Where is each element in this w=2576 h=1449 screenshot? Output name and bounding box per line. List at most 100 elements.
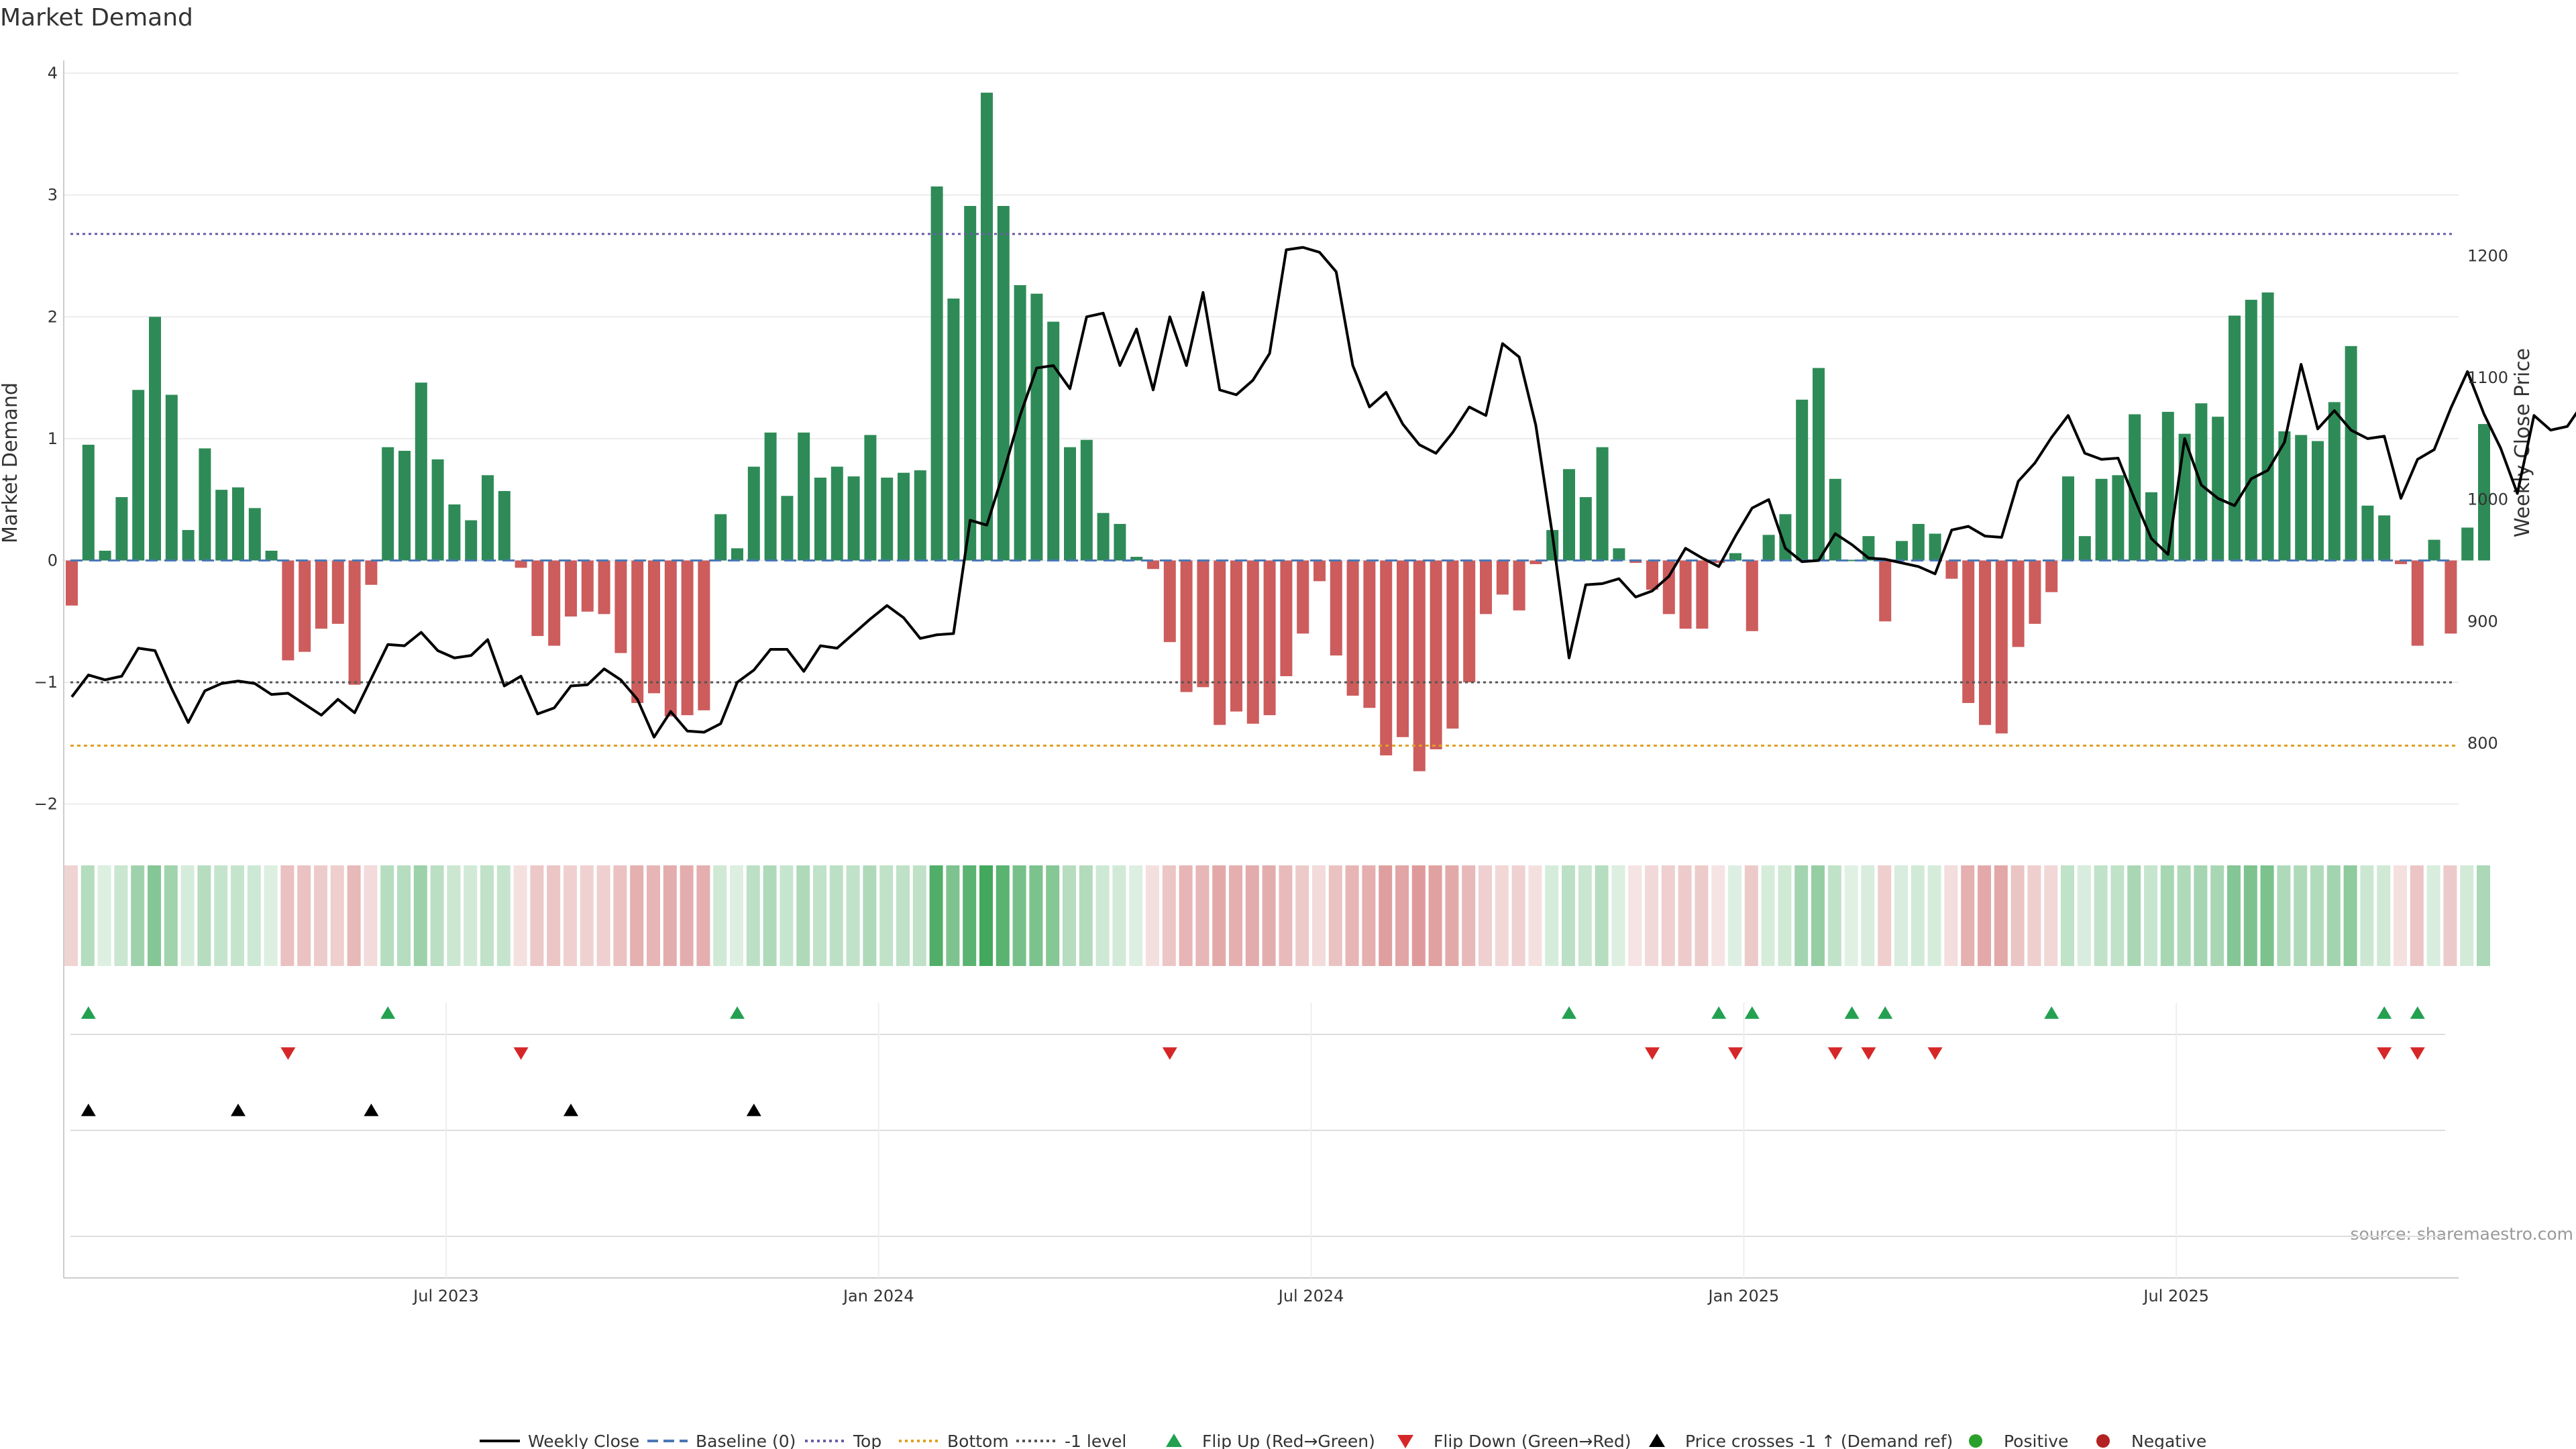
- demand-bar: [2062, 476, 2074, 561]
- heat-cell: [1861, 865, 1875, 966]
- heat-cell: [896, 865, 910, 966]
- demand-bar: [1446, 560, 1459, 729]
- heat-cell: [1794, 865, 1809, 966]
- demand-bar: [2278, 431, 2291, 561]
- heat-cell: [64, 865, 78, 966]
- demand-bar: [1729, 553, 1741, 561]
- heat-cell: [180, 865, 195, 966]
- heat-cell: [1578, 865, 1592, 966]
- demand-bar: [2428, 539, 2440, 561]
- heat-cell: [1312, 865, 1326, 966]
- demand-bar: [631, 560, 644, 703]
- demand-bar: [1513, 560, 1525, 610]
- demand-bar: [149, 317, 161, 561]
- legend-item[interactable]: Price crosses -1 ↑ (Demand ref): [1649, 1432, 1953, 1449]
- demand-bar: [781, 496, 794, 561]
- heat-cell: [264, 865, 278, 966]
- legend-item[interactable]: Top: [805, 1432, 881, 1449]
- heat-cell: [1095, 865, 1110, 966]
- demand-bar: [66, 560, 78, 606]
- demand-bar: [681, 560, 694, 716]
- demand-bar: [265, 550, 278, 561]
- demand-bar: [1845, 559, 1858, 561]
- heat-cell: [2260, 865, 2274, 966]
- heat-cell: [1479, 865, 1492, 966]
- heat-cell: [2360, 865, 2374, 966]
- demand-bar: [348, 560, 361, 685]
- demand-bar: [365, 560, 378, 585]
- heat-cell: [912, 865, 926, 966]
- demand-bar: [1397, 560, 1409, 737]
- y2-axis-label: Weekly Close Price: [2511, 348, 2534, 537]
- heat-cell: [131, 865, 145, 966]
- demand-bar: [1480, 560, 1492, 614]
- heat-cell: [1778, 865, 1792, 966]
- heat-cell: [347, 865, 361, 966]
- demand-bar: [2361, 505, 2374, 561]
- demand-bar: [2328, 402, 2341, 561]
- heat-cell: [380, 865, 394, 966]
- heat-cell: [164, 865, 178, 966]
- demand-bar: [1280, 560, 1293, 676]
- demand-bar: [199, 448, 211, 561]
- demand-bar: [714, 514, 727, 561]
- heat-cell: [2177, 865, 2191, 966]
- demand-bar: [1646, 560, 1658, 590]
- legend-item[interactable]: Weekly Close: [480, 1432, 639, 1449]
- demand-bar: [299, 560, 311, 652]
- heat-cell: [1411, 865, 1426, 966]
- heat-cell: [1695, 865, 1709, 966]
- heat-cell: [397, 865, 411, 966]
- demand-bar: [598, 560, 610, 614]
- legend-swatch-triangle-up: [1166, 1434, 1182, 1447]
- flip-up-marker: [1878, 1006, 1893, 1019]
- heat-cell: [1628, 865, 1642, 966]
- demand-bar: [165, 394, 178, 561]
- flip-down-marker: [1728, 1047, 1743, 1060]
- heat-cell: [1262, 865, 1276, 966]
- demand-bar: [331, 560, 344, 624]
- x-tick-label: Jul 2024: [1277, 1287, 1344, 1305]
- y2-tick-label: 800: [2467, 734, 2498, 753]
- legend-label: Weekly Close: [528, 1432, 639, 1449]
- demand-bar: [2161, 411, 2174, 561]
- demand-bar: [964, 206, 977, 561]
- heat-cell: [1878, 865, 1892, 966]
- heat-cell: [1844, 865, 1858, 966]
- demand-bar: [448, 504, 461, 561]
- demand-bar: [1430, 560, 1442, 749]
- y2-tick-label: 1000: [2467, 490, 2508, 509]
- legend-item[interactable]: Flip Down (Green→Red): [1397, 1432, 1631, 1449]
- legend-item[interactable]: Bottom: [899, 1432, 1009, 1449]
- demand-bar: [764, 432, 777, 561]
- demand-bar: [864, 435, 877, 561]
- heat-cell: [314, 865, 327, 966]
- legend-item[interactable]: Positive: [1969, 1432, 2068, 1449]
- demand-bar: [1496, 560, 1509, 595]
- demand-bar: [1330, 560, 1342, 656]
- legend-item[interactable]: -1 level: [1016, 1432, 1126, 1449]
- legend-item[interactable]: Negative: [2096, 1432, 2206, 1449]
- legend-item[interactable]: Flip Up (Red→Green): [1166, 1432, 1375, 1449]
- heat-cell: [2127, 865, 2141, 966]
- heat-cell: [1179, 865, 1193, 966]
- heat-cell: [2477, 865, 2490, 966]
- demand-bar: [132, 390, 145, 561]
- demand-bar: [1214, 560, 1226, 725]
- heat-cell: [1911, 865, 1925, 966]
- heat-cell: [447, 865, 461, 966]
- flip-up-marker: [1844, 1006, 1860, 1019]
- heat-cell: [1112, 865, 1126, 966]
- heat-cell: [2144, 865, 2157, 966]
- heat-cell: [863, 865, 877, 966]
- price-cross-marker: [364, 1104, 379, 1116]
- heat-cell: [1944, 865, 1958, 966]
- flip-up-marker: [2044, 1006, 2059, 1019]
- y-tick-label: 3: [48, 186, 58, 205]
- legend-label: Bottom: [947, 1432, 1009, 1449]
- heat-cell: [1994, 865, 2008, 966]
- demand-bar: [2312, 441, 2324, 561]
- demand-bar: [382, 447, 394, 561]
- heat-cell: [2160, 865, 2174, 966]
- legend-item[interactable]: Baseline (0): [647, 1432, 796, 1449]
